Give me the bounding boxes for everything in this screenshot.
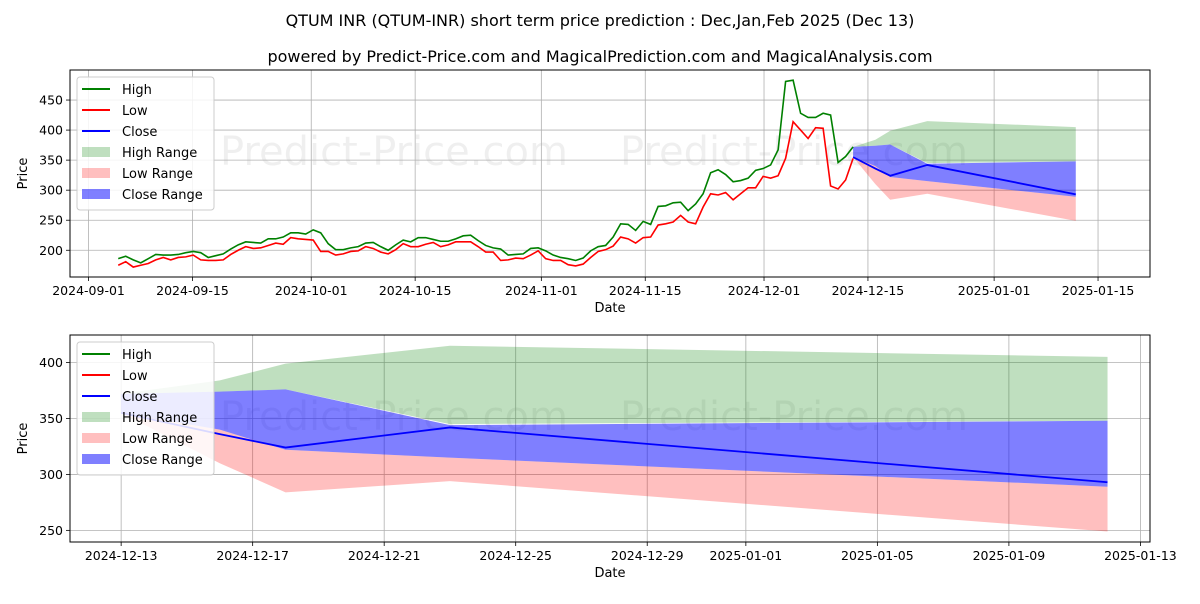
- legend-label: Close: [122, 125, 157, 140]
- plot-frame: [69, 69, 1151, 278]
- legend-label: Low Range: [122, 167, 193, 182]
- legend-swatch-patch: [82, 147, 110, 157]
- high-range-band: [121, 345, 1108, 425]
- legend-label: Low: [122, 104, 148, 119]
- legend-label: High: [122, 83, 152, 98]
- y-tick-label: 200: [39, 243, 63, 258]
- x-tick-label: 2025-01-15: [1062, 283, 1135, 298]
- low-range-band: [121, 412, 1108, 532]
- y-tick-label: 400: [39, 123, 63, 138]
- legend-swatch-patch: [82, 412, 110, 422]
- x-tick-label: 2024-12-29: [611, 548, 684, 563]
- close-line: [852, 156, 1076, 196]
- low-range-band: [853, 157, 1076, 221]
- plot-frame: [69, 334, 1151, 543]
- x-axis-label: Date: [594, 301, 625, 316]
- y-tick-label: 250: [39, 213, 63, 228]
- y-tick-label: 300: [39, 183, 63, 198]
- high-line: [118, 79, 854, 264]
- legend-label: High: [122, 348, 152, 363]
- x-tick-label: 2025-01-01: [710, 548, 783, 563]
- x-tick-label: 2024-12-25: [479, 548, 552, 563]
- x-tick-label: 2024-09-01: [52, 283, 125, 298]
- x-tick-label: 2024-10-01: [275, 283, 348, 298]
- legend-label: Low: [122, 369, 148, 384]
- x-tick-label: 2024-12-15: [832, 283, 905, 298]
- x-tick-label: 2024-12-21: [348, 548, 421, 563]
- legend-box: [76, 76, 215, 211]
- x-tick-label: 2024-09-15: [156, 283, 229, 298]
- x-axis-label: Date: [594, 566, 625, 581]
- y-tick-label: 400: [39, 355, 63, 370]
- y-tick-label: 300: [39, 467, 63, 482]
- legend-swatch-patch: [82, 433, 110, 443]
- x-tick-label: 2025-01-05: [841, 548, 914, 563]
- y-tick-label: 450: [39, 93, 63, 108]
- legend-swatch-patch: [82, 189, 110, 199]
- plot-area: [117, 79, 1076, 268]
- bottom-plot: Predict-Price.comPredict-Price.com2024-1…: [16, 334, 1177, 581]
- legend-label: Close Range: [122, 188, 203, 203]
- legend: High Low Close High Range Low Range Close Ran…: [76, 76, 215, 211]
- top-plot: Predict-Price.com Predict-Price.com2024-0…: [16, 69, 1151, 316]
- x-tick-label: 2025-01-01: [958, 283, 1031, 298]
- chart-title: QTUM INR (QTUM-INR) short term price pre…: [286, 11, 915, 30]
- legend-label: Close Range: [122, 453, 203, 468]
- high-range-band: [853, 121, 1076, 164]
- plot-area: [120, 345, 1108, 532]
- legend-label: High Range: [122, 146, 197, 161]
- y-axis-label: Price: [16, 423, 31, 455]
- legend-box: [76, 341, 215, 476]
- x-tick-label: 2024-11-01: [505, 283, 578, 298]
- legend-label: Low Range: [122, 432, 193, 447]
- y-tick-label: 350: [39, 153, 63, 168]
- x-tick-label: 2025-01-13: [1104, 548, 1177, 563]
- x-tick-label: 2024-11-15: [609, 283, 682, 298]
- legend-swatch-patch: [82, 454, 110, 464]
- legend-swatch-patch: [82, 168, 110, 178]
- y-axis-label: Price: [16, 158, 31, 190]
- y-tick-label: 250: [39, 523, 63, 538]
- low-line: [117, 119, 854, 268]
- legend-label: Close: [122, 390, 157, 405]
- x-tick-label: 2025-01-09: [973, 548, 1046, 563]
- chart-subtitle: powered by Predict-Price.com and Magical…: [267, 47, 932, 66]
- x-tick-label: 2024-12-13: [85, 548, 158, 563]
- legend-label: High Range: [122, 411, 197, 426]
- legend: High Low Close High Range Low Range Close Ran…: [76, 341, 215, 476]
- watermark: Predict-Price.com: [220, 129, 568, 175]
- y-tick-label: 350: [39, 411, 63, 426]
- x-tick-label: 2024-12-01: [728, 283, 801, 298]
- x-tick-label: 2024-12-17: [216, 548, 289, 563]
- x-tick-label: 2024-10-15: [379, 283, 452, 298]
